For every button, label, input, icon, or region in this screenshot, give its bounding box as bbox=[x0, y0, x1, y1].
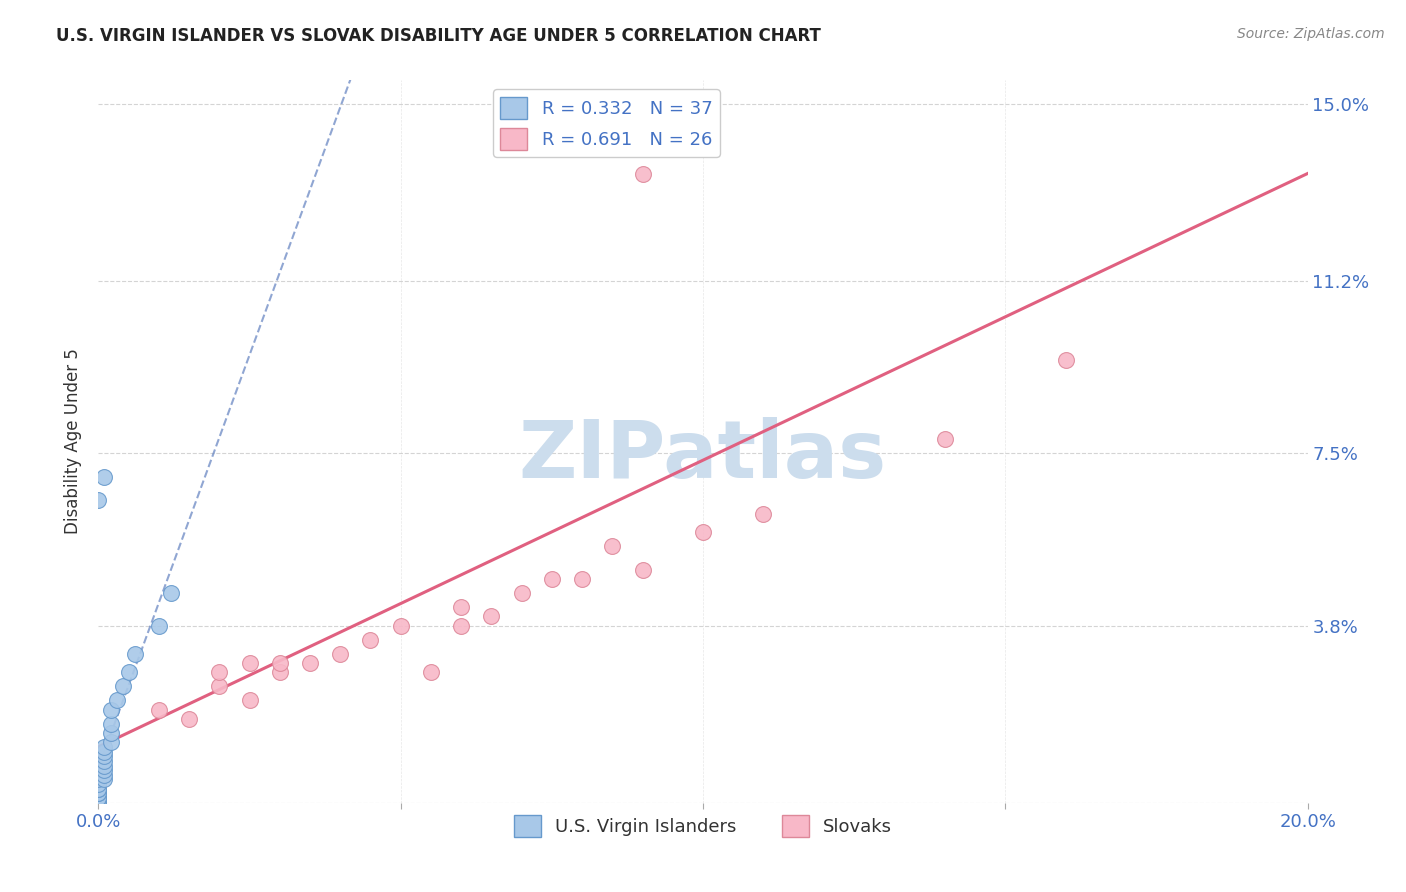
Point bbox=[93, 754, 115, 768]
Point bbox=[239, 693, 262, 707]
Point bbox=[481, 609, 503, 624]
Point bbox=[87, 781, 110, 796]
Point bbox=[934, 432, 956, 446]
Point bbox=[111, 679, 134, 693]
Point bbox=[420, 665, 443, 680]
Point bbox=[124, 647, 146, 661]
Point bbox=[93, 772, 115, 787]
Point bbox=[100, 735, 122, 749]
Point bbox=[93, 745, 115, 759]
Point bbox=[239, 656, 262, 670]
Point bbox=[631, 167, 654, 181]
Point bbox=[269, 665, 291, 680]
Point bbox=[1054, 353, 1077, 368]
Point bbox=[87, 777, 110, 791]
Point bbox=[87, 772, 110, 787]
Point bbox=[148, 618, 170, 632]
Point bbox=[602, 540, 624, 554]
Point bbox=[87, 492, 110, 507]
Point bbox=[269, 656, 291, 670]
Point bbox=[571, 572, 593, 586]
Point bbox=[87, 796, 110, 810]
Point bbox=[329, 647, 352, 661]
Point bbox=[87, 796, 110, 810]
Point bbox=[540, 572, 562, 586]
Point bbox=[692, 525, 714, 540]
Point bbox=[208, 665, 231, 680]
Point bbox=[100, 702, 122, 716]
Legend: U.S. Virgin Islanders, Slovaks: U.S. Virgin Islanders, Slovaks bbox=[506, 808, 900, 845]
Point bbox=[160, 586, 183, 600]
Point bbox=[631, 563, 654, 577]
Point bbox=[93, 749, 115, 764]
Text: Source: ZipAtlas.com: Source: ZipAtlas.com bbox=[1237, 27, 1385, 41]
Point bbox=[105, 693, 128, 707]
Point bbox=[208, 679, 231, 693]
Point bbox=[87, 796, 110, 810]
Point bbox=[93, 739, 115, 754]
Point bbox=[100, 726, 122, 740]
Point bbox=[87, 796, 110, 810]
Point bbox=[148, 702, 170, 716]
Point bbox=[752, 507, 775, 521]
Y-axis label: Disability Age Under 5: Disability Age Under 5 bbox=[65, 349, 83, 534]
Point bbox=[87, 781, 110, 796]
Point bbox=[87, 796, 110, 810]
Point bbox=[87, 791, 110, 805]
Point bbox=[93, 763, 115, 777]
Point bbox=[389, 618, 412, 632]
Point bbox=[87, 796, 110, 810]
Point bbox=[450, 600, 472, 615]
Text: ZIPatlas: ZIPatlas bbox=[519, 417, 887, 495]
Point bbox=[450, 618, 472, 632]
Text: U.S. VIRGIN ISLANDER VS SLOVAK DISABILITY AGE UNDER 5 CORRELATION CHART: U.S. VIRGIN ISLANDER VS SLOVAK DISABILIT… bbox=[56, 27, 821, 45]
Point bbox=[299, 656, 322, 670]
Point bbox=[87, 796, 110, 810]
Point bbox=[87, 791, 110, 805]
Point bbox=[360, 632, 382, 647]
Point bbox=[87, 791, 110, 805]
Point bbox=[510, 586, 533, 600]
Point bbox=[93, 768, 115, 782]
Point bbox=[87, 787, 110, 801]
Point bbox=[179, 712, 201, 726]
Point bbox=[100, 716, 122, 731]
Point bbox=[93, 469, 115, 483]
Point bbox=[87, 796, 110, 810]
Point bbox=[87, 787, 110, 801]
Point bbox=[118, 665, 141, 680]
Point bbox=[93, 758, 115, 772]
